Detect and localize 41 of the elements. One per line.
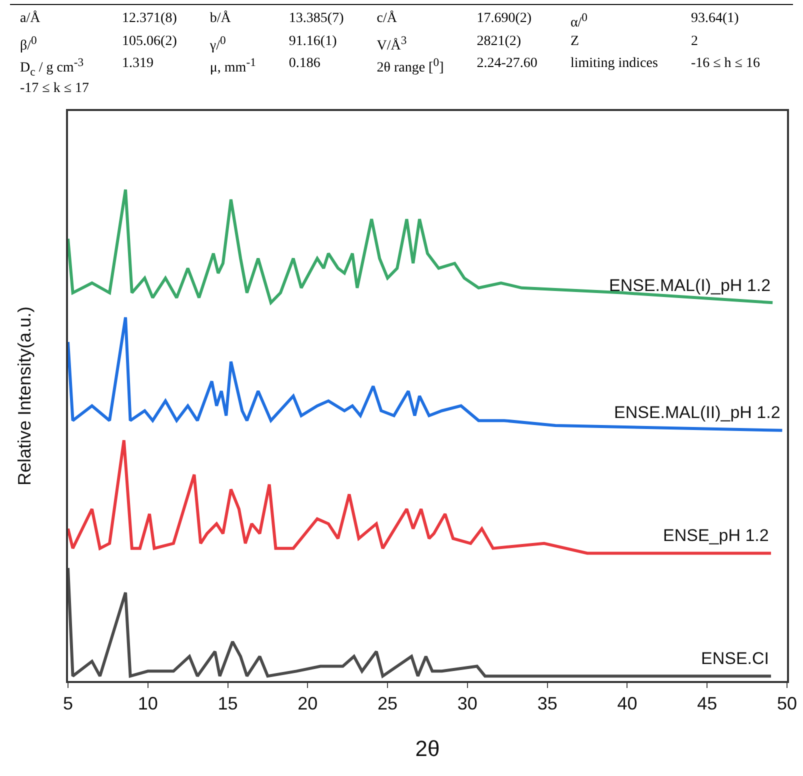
text: 105.06(2) bbox=[122, 34, 178, 51]
x-tick-label: 25 bbox=[378, 693, 398, 714]
x-axis-title: 2θ bbox=[415, 736, 440, 761]
x-tick-label: 20 bbox=[298, 693, 318, 714]
x-tick-label: 50 bbox=[776, 693, 798, 714]
text: 2821(2) bbox=[476, 34, 522, 51]
series-label: ENSE.MAL(I)_pH 1.2 bbox=[609, 276, 771, 295]
text: 93.64(1) bbox=[690, 11, 740, 28]
text: D$_{c}$ / g cm$^{-3}$ bbox=[20, 56, 85, 79]
text: limiting indices bbox=[570, 56, 659, 74]
series-label: ENSE.MAL(II)_pH 1.2 bbox=[614, 402, 780, 422]
text: 13.385(7) bbox=[288, 11, 345, 28]
x-tick-label: 10 bbox=[138, 693, 158, 714]
x-tick-label: 5 bbox=[62, 693, 74, 714]
x-tick-label: 35 bbox=[537, 693, 558, 714]
text: b/Å bbox=[210, 11, 232, 28]
text: 1.319 bbox=[122, 56, 155, 74]
text: 2.24-27.60 bbox=[476, 56, 538, 74]
text: μ, mm$^{-1}$ bbox=[210, 56, 257, 78]
text: -17 ≤ k ≤ 17 bbox=[20, 80, 90, 97]
text: Z bbox=[570, 34, 580, 51]
x-tick-label: 45 bbox=[697, 693, 718, 714]
text: 2θ range [$^{0}$] bbox=[376, 56, 445, 78]
text: 2 bbox=[690, 34, 699, 51]
text: a/Å bbox=[20, 11, 42, 28]
y-axis-title: Relative Intensity(a.u.) bbox=[14, 306, 34, 486]
text: γ/$^{0}$ bbox=[210, 34, 227, 54]
text: β/$^{0}$ bbox=[20, 34, 38, 54]
text: 12.371(8) bbox=[122, 11, 178, 28]
x-tick-label: 15 bbox=[218, 693, 238, 714]
x-tick-label: 40 bbox=[617, 693, 638, 714]
text: 17.690(2) bbox=[476, 11, 533, 28]
text: 91.16(1) bbox=[288, 34, 338, 51]
x-tick-label: 30 bbox=[457, 693, 478, 714]
text: c/Å bbox=[376, 11, 398, 28]
series-label: ENSE_pH 1.2 bbox=[663, 526, 769, 545]
text: α/$^{0}$ bbox=[570, 11, 588, 32]
text: V/Å$^{3}$ bbox=[376, 34, 408, 54]
series-label: ENSE.CI bbox=[701, 648, 770, 668]
text: -16 ≤ h ≤ 16 bbox=[690, 56, 761, 74]
text: 0.186 bbox=[288, 56, 322, 74]
